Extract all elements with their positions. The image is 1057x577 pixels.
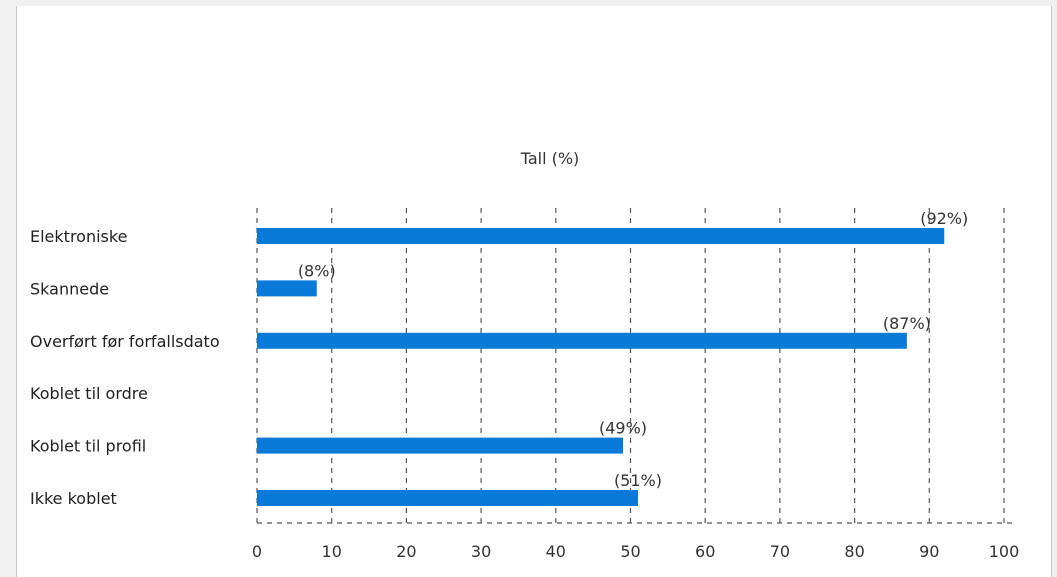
category-labels: Elektroniske Skannede Overført før forfall… [30, 227, 220, 508]
bar [257, 280, 317, 296]
category-label: Ikke koblet [30, 489, 117, 508]
bar [257, 228, 944, 244]
x-tick-label: 20 [396, 542, 416, 561]
bar [257, 438, 623, 454]
data-label: (87%) [883, 314, 931, 333]
bar [257, 333, 907, 349]
x-tick-label: 60 [695, 542, 715, 561]
x-tick-label: 100 [989, 542, 1020, 561]
tick-labels: 0 10 20 30 40 50 60 70 80 90 100 [252, 542, 1019, 561]
x-tick-label: 30 [471, 542, 491, 561]
bar [257, 490, 638, 506]
category-label: Elektroniske [30, 227, 127, 246]
bars [257, 228, 944, 506]
x-tick-label: 80 [844, 542, 864, 561]
data-label: (8%) [298, 261, 336, 280]
category-label: Skannede [30, 279, 109, 298]
x-tick-label: 70 [770, 542, 790, 561]
category-label: Koblet til profil [30, 437, 146, 456]
x-tick-label: 40 [546, 542, 566, 561]
x-tick-label: 0 [252, 542, 262, 561]
data-label: (51%) [614, 471, 662, 490]
category-label: Koblet til ordre [30, 384, 148, 403]
category-label: Overført før forfallsdato [30, 332, 220, 351]
x-tick-label: 10 [322, 542, 342, 561]
chart-title: Tall (%) [520, 149, 580, 168]
x-tick-label: 50 [620, 542, 640, 561]
data-label: (92%) [920, 209, 968, 228]
data-label: (49%) [599, 419, 647, 438]
x-tick-label: 90 [919, 542, 939, 561]
